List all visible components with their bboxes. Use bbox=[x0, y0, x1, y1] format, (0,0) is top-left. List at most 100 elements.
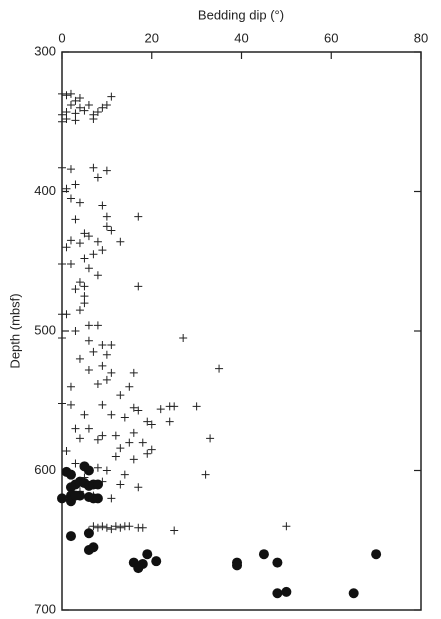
point bbox=[129, 428, 138, 437]
point bbox=[206, 434, 215, 443]
point bbox=[66, 236, 75, 245]
point bbox=[201, 470, 210, 479]
point bbox=[107, 525, 116, 534]
point bbox=[143, 417, 152, 426]
point bbox=[170, 526, 179, 535]
point bbox=[98, 246, 107, 255]
point bbox=[93, 463, 102, 472]
point bbox=[138, 523, 147, 532]
point bbox=[116, 523, 125, 532]
point bbox=[62, 114, 71, 123]
point bbox=[272, 557, 283, 568]
point bbox=[102, 212, 111, 221]
point bbox=[116, 480, 125, 489]
point bbox=[62, 184, 71, 193]
x-tick-label: 20 bbox=[145, 30, 159, 45]
point bbox=[125, 522, 134, 531]
point bbox=[147, 420, 156, 429]
point bbox=[58, 163, 66, 172]
point bbox=[93, 435, 102, 444]
point bbox=[71, 459, 80, 468]
point bbox=[57, 493, 67, 504]
point bbox=[84, 232, 93, 241]
point bbox=[93, 237, 102, 246]
point bbox=[80, 254, 89, 263]
point bbox=[116, 391, 125, 400]
point bbox=[116, 444, 125, 453]
point bbox=[84, 264, 93, 273]
point bbox=[156, 405, 165, 414]
point bbox=[125, 438, 134, 447]
point bbox=[102, 222, 111, 231]
point bbox=[102, 523, 111, 532]
point bbox=[107, 340, 116, 349]
point bbox=[98, 201, 107, 210]
point bbox=[232, 560, 243, 571]
point bbox=[192, 402, 201, 411]
point bbox=[75, 354, 84, 363]
point bbox=[120, 413, 129, 422]
point bbox=[102, 375, 111, 384]
point bbox=[281, 586, 292, 597]
point bbox=[170, 402, 179, 411]
point bbox=[111, 452, 120, 461]
point bbox=[107, 92, 116, 101]
point bbox=[215, 364, 224, 373]
point bbox=[75, 278, 84, 287]
point bbox=[116, 237, 125, 246]
point bbox=[107, 226, 116, 235]
point bbox=[66, 194, 75, 203]
point bbox=[66, 101, 75, 110]
y-tick-label: 700 bbox=[34, 601, 56, 616]
point bbox=[80, 282, 89, 291]
point bbox=[371, 549, 382, 560]
point bbox=[70, 490, 81, 501]
point bbox=[107, 494, 116, 503]
x-axis-title: Bedding dip (°) bbox=[198, 7, 284, 22]
point bbox=[98, 431, 107, 440]
point bbox=[111, 522, 120, 531]
point bbox=[134, 406, 143, 415]
point bbox=[93, 380, 102, 389]
point bbox=[98, 340, 107, 349]
point bbox=[111, 431, 120, 440]
point bbox=[348, 588, 359, 599]
point bbox=[129, 455, 138, 464]
point bbox=[98, 103, 107, 112]
x-tick-label: 80 bbox=[414, 30, 428, 45]
point bbox=[84, 101, 93, 110]
point bbox=[66, 382, 75, 391]
point bbox=[71, 109, 80, 118]
point bbox=[98, 522, 107, 531]
point bbox=[102, 101, 111, 110]
point bbox=[71, 327, 80, 335]
point bbox=[75, 239, 84, 248]
point bbox=[138, 438, 147, 447]
point bbox=[80, 106, 89, 115]
point bbox=[75, 198, 84, 207]
point bbox=[107, 368, 116, 377]
point bbox=[62, 107, 71, 116]
point bbox=[89, 522, 98, 531]
point bbox=[71, 424, 80, 433]
point bbox=[75, 94, 84, 103]
point bbox=[125, 382, 134, 391]
point bbox=[102, 466, 111, 475]
point bbox=[58, 117, 66, 126]
point bbox=[84, 366, 93, 375]
point bbox=[65, 469, 76, 480]
point bbox=[89, 250, 98, 259]
point bbox=[80, 292, 89, 301]
point bbox=[88, 542, 99, 553]
point bbox=[71, 96, 80, 105]
point bbox=[93, 321, 102, 330]
y-axis-title: Depth (mbsf) bbox=[7, 293, 22, 368]
point bbox=[120, 470, 129, 479]
point bbox=[71, 180, 80, 189]
point bbox=[92, 493, 103, 504]
point bbox=[89, 114, 98, 123]
point bbox=[102, 350, 111, 359]
point bbox=[93, 271, 102, 280]
point bbox=[66, 260, 75, 269]
